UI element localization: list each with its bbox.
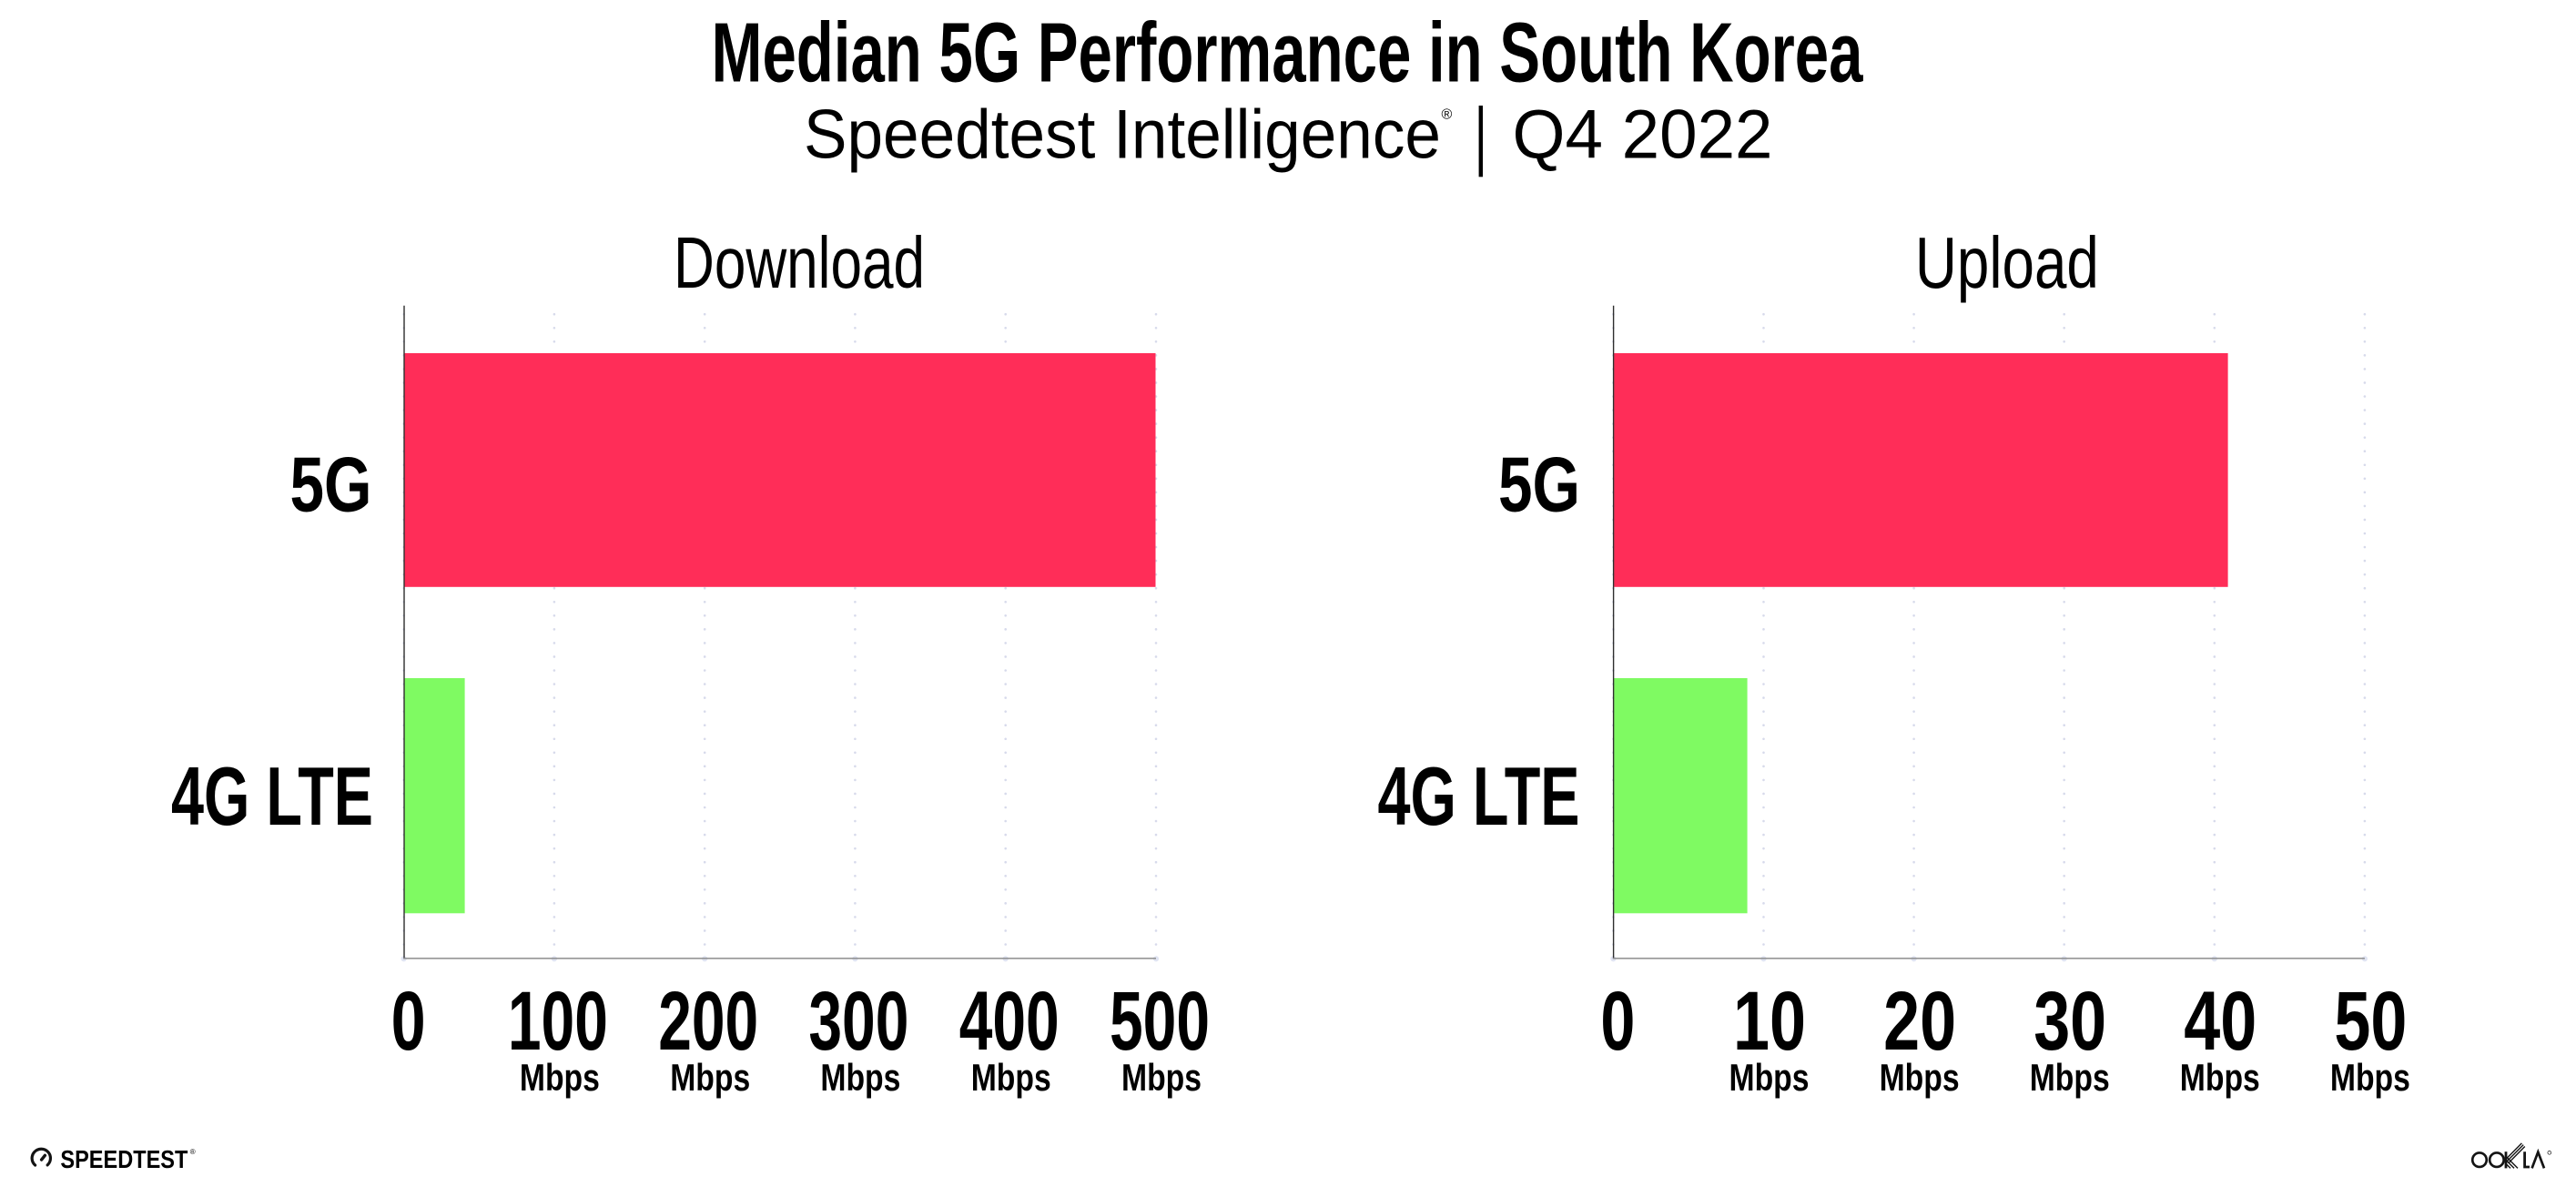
svg-text:Mbps: Mbps [670,1056,750,1099]
svg-text:Mbps: Mbps [520,1056,600,1099]
svg-text:Upload: Upload [1915,222,2099,303]
svg-text:®: ® [1442,107,1453,123]
svg-text:Mbps: Mbps [820,1056,900,1099]
svg-text:30: 30 [2033,975,2106,1068]
svg-text:10: 10 [1733,975,1806,1068]
svg-text:SPEEDTEST: SPEEDTEST [60,1144,188,1173]
svg-text:500: 500 [1110,975,1210,1068]
svg-text:5G: 5G [1498,441,1580,528]
svg-text:0: 0 [391,975,426,1068]
svg-text:Mbps: Mbps [2030,1056,2110,1099]
svg-text:0: 0 [1600,975,1635,1068]
svg-text:100: 100 [508,975,608,1068]
svg-text:Mbps: Mbps [971,1056,1051,1099]
svg-text:4G LTE: 4G LTE [1378,751,1580,843]
svg-text:200: 200 [658,975,758,1068]
svg-text:Mbps: Mbps [2330,1056,2410,1099]
svg-text:40: 40 [2184,975,2257,1068]
svg-text:Mbps: Mbps [1880,1056,1960,1099]
svg-text:Q4 2022: Q4 2022 [1513,96,1773,174]
svg-text:Mbps: Mbps [2180,1056,2260,1099]
svg-text:300: 300 [808,975,908,1068]
svg-text:Mbps: Mbps [1121,1056,1202,1099]
svg-text:4G LTE: 4G LTE [171,751,373,843]
svg-text:50: 50 [2334,975,2407,1068]
svg-text:Download: Download [674,222,925,303]
svg-text:5G: 5G [290,441,372,528]
svg-text:20: 20 [1883,975,1956,1068]
svg-text:Median 5G Performance in South: Median 5G Performance in South Korea [712,5,1864,99]
svg-text:Speedtest Intelligence: Speedtest Intelligence [804,96,1441,174]
svg-text:®: ® [190,1148,196,1156]
svg-text:Mbps: Mbps [1729,1056,1810,1099]
svg-text:400: 400 [959,975,1060,1068]
